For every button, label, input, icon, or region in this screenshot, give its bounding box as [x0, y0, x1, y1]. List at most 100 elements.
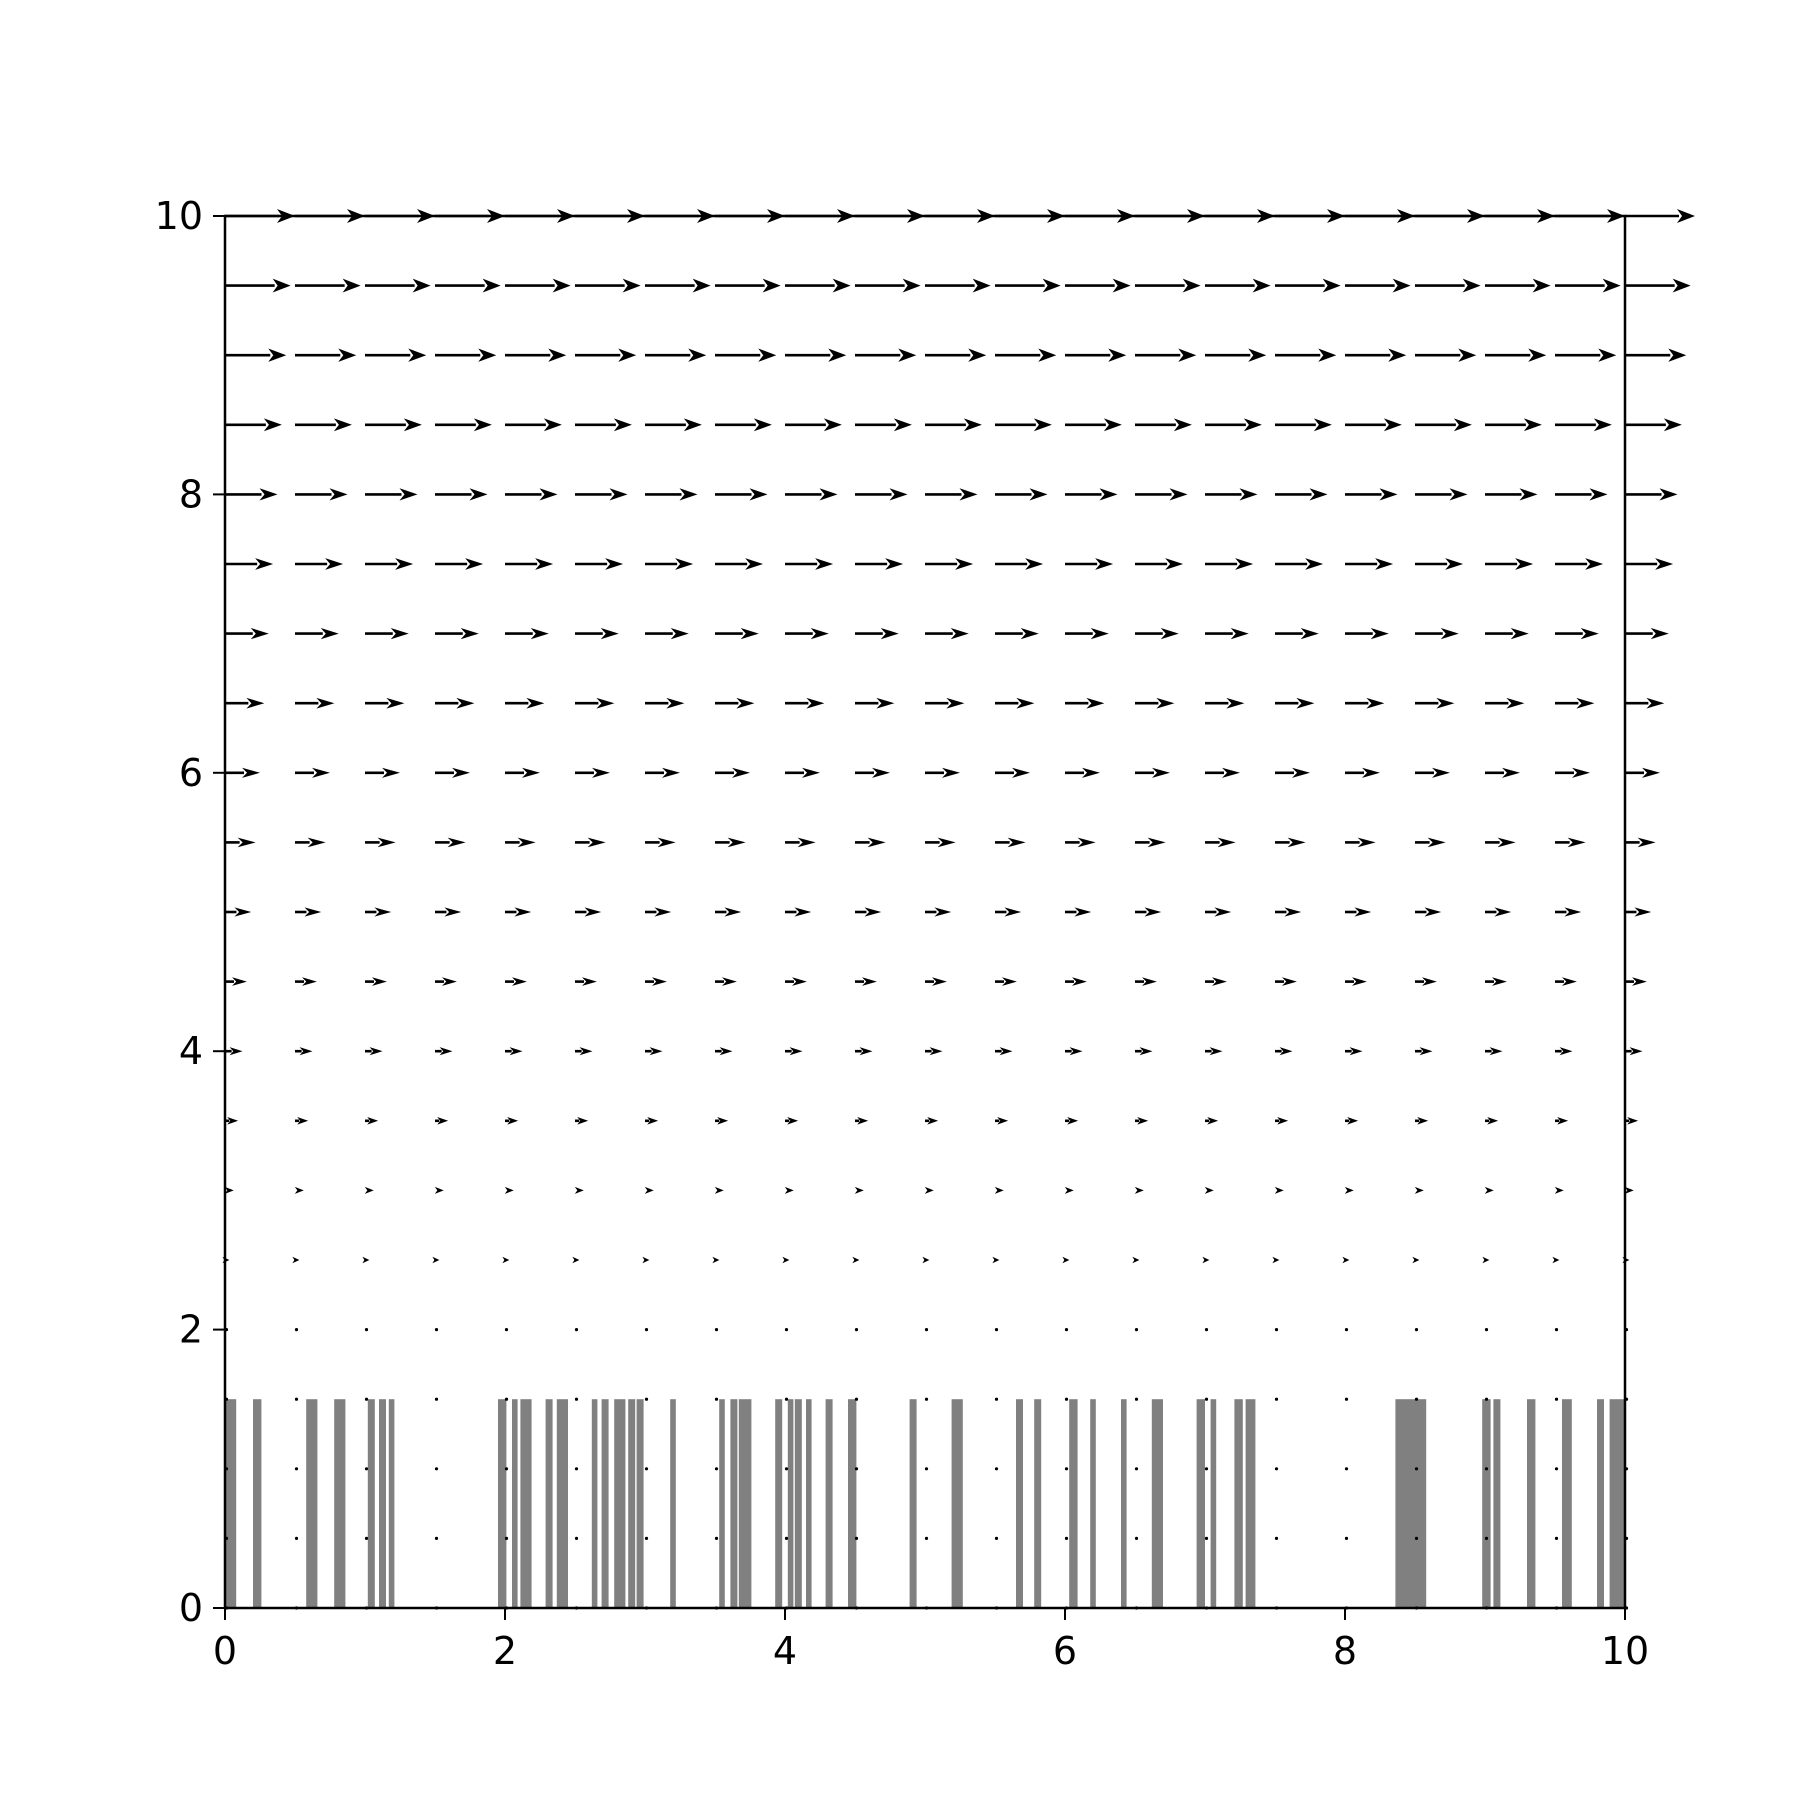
arrow-13-15 — [1275, 697, 1315, 709]
mask-bar-45 — [1609, 1399, 1625, 1608]
arrow-15-12 — [1065, 558, 1114, 570]
arrow-16-1 — [295, 488, 348, 501]
arrow-2-13 — [1134, 1467, 1139, 1471]
arrow-4-6 — [644, 1328, 649, 1332]
arrow-12-11 — [995, 767, 1030, 778]
arrow-14-11 — [995, 627, 1039, 640]
arrow-4-3 — [434, 1328, 439, 1332]
arrow-9-12 — [1065, 977, 1087, 986]
arrow-11-8 — [785, 837, 816, 848]
arrow-8-14 — [1205, 1047, 1223, 1056]
mask-bar-11 — [556, 1399, 568, 1608]
arrow-10-3 — [435, 907, 462, 917]
arrow-17-11 — [995, 418, 1052, 432]
arrow-9-4 — [505, 977, 527, 986]
arrow-18-20 — [1625, 348, 1687, 362]
arrow-5-18 — [1482, 1256, 1490, 1264]
x-tick-label-0: 0 — [213, 1629, 237, 1673]
arrow-7-1 — [295, 1117, 309, 1125]
arrow-6-19 — [1554, 1186, 1564, 1194]
arrow-14-2 — [365, 627, 409, 640]
y-axis: 0 2 4 6 8 10 — [155, 194, 225, 1630]
arrow-18-11 — [995, 348, 1057, 362]
arrow-11-6 — [645, 837, 676, 848]
arrow-13-10 — [925, 697, 965, 709]
arrow-9-14 — [1205, 977, 1227, 986]
arrow-15-13 — [1135, 558, 1184, 570]
arrow-1-13 — [1134, 1536, 1139, 1540]
arrow-1-17 — [1414, 1536, 1419, 1540]
arrow-19-4 — [505, 278, 571, 293]
arrow-6-4 — [504, 1186, 514, 1194]
arrow-10-19 — [1555, 907, 1582, 917]
arrow-9-15 — [1275, 977, 1297, 986]
arrow-17-6 — [645, 418, 702, 432]
arrow-10-14 — [1205, 907, 1232, 917]
arrow-14-0 — [225, 627, 269, 640]
arrow-1-9 — [854, 1536, 859, 1540]
arrow-10-18 — [1485, 907, 1512, 917]
arrow-13-20 — [1625, 697, 1665, 709]
mask-bar-13 — [601, 1399, 609, 1608]
arrow-7-10 — [925, 1117, 939, 1125]
arrow-19-3 — [435, 278, 501, 293]
arrow-5-10 — [922, 1256, 930, 1264]
arrow-5-3 — [432, 1256, 440, 1264]
arrow-14-5 — [575, 627, 619, 640]
arrow-11-2 — [365, 837, 396, 848]
arrow-1-8 — [784, 1536, 789, 1540]
x-tick-label-1: 2 — [493, 1629, 517, 1673]
arrow-4-5 — [574, 1328, 579, 1332]
arrow-6-5 — [574, 1186, 584, 1194]
arrow-4-7 — [714, 1328, 719, 1332]
arrow-4-9 — [854, 1328, 859, 1332]
arrow-3-4 — [504, 1397, 509, 1401]
arrow-5-2 — [362, 1256, 370, 1264]
arrow-15-7 — [715, 558, 764, 570]
arrow-18-7 — [715, 348, 777, 362]
arrow-13-6 — [645, 697, 685, 709]
arrow-2-5 — [574, 1467, 579, 1471]
arrow-6-9 — [854, 1186, 864, 1194]
arrow-15-18 — [1485, 558, 1534, 570]
arrow-3-19 — [1554, 1397, 1559, 1401]
arrow-15-15 — [1275, 558, 1324, 570]
arrow-2-15 — [1274, 1467, 1279, 1471]
arrow-5-5 — [572, 1256, 580, 1264]
arrow-7-17 — [1415, 1117, 1429, 1125]
arrow-10-10 — [925, 907, 952, 917]
arrow-1-14 — [1204, 1536, 1209, 1540]
arrow-11-19 — [1555, 837, 1586, 848]
arrow-11-10 — [925, 837, 956, 848]
arrow-7-12 — [1065, 1117, 1079, 1125]
arrow-10-20 — [1625, 907, 1652, 917]
arrow-17-3 — [435, 418, 492, 432]
arrow-6-11 — [994, 1186, 1004, 1194]
arrow-7-13 — [1135, 1117, 1149, 1125]
arrow-18-1 — [295, 348, 357, 362]
arrow-4-4 — [504, 1328, 509, 1332]
arrow-12-17 — [1415, 767, 1450, 778]
arrow-8-11 — [995, 1047, 1013, 1056]
arrow-18-5 — [575, 348, 637, 362]
mask-bar-25 — [825, 1399, 833, 1608]
arrow-17-10 — [925, 418, 982, 432]
arrow-17-16 — [1345, 418, 1402, 432]
arrow-13-17 — [1415, 697, 1455, 709]
arrow-1-7 — [714, 1536, 719, 1540]
x-tick-label-2: 4 — [773, 1629, 797, 1673]
arrow-2-4 — [504, 1467, 509, 1471]
quiver-arrows — [222, 209, 1695, 1610]
arrow-9-7 — [715, 977, 737, 986]
arrow-8-12 — [1065, 1047, 1083, 1056]
arrow-17-7 — [715, 418, 772, 432]
mask-bar-34 — [1151, 1399, 1163, 1608]
arrow-9-16 — [1345, 977, 1367, 986]
arrow-9-8 — [785, 977, 807, 986]
arrow-14-3 — [435, 627, 479, 640]
x-tick-label-4: 8 — [1333, 1629, 1357, 1673]
arrow-1-2 — [364, 1536, 369, 1540]
arrow-20-20 — [1625, 209, 1695, 223]
arrow-8-9 — [855, 1047, 873, 1056]
arrow-8-10 — [925, 1047, 943, 1056]
